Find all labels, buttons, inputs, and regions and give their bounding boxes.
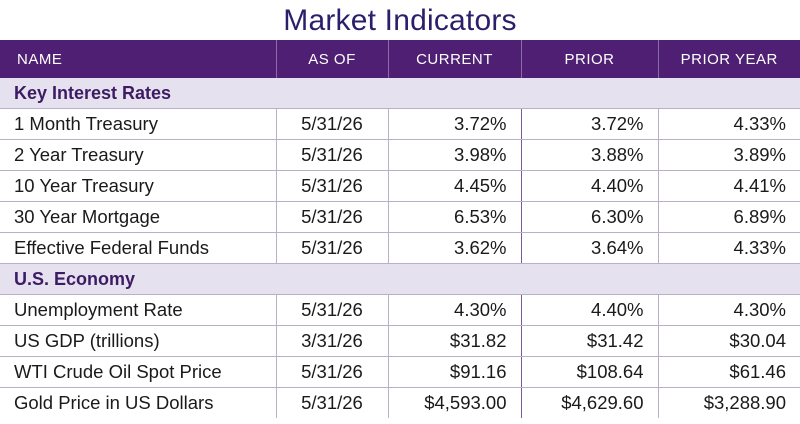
row-prior-year: 3.89% xyxy=(657,139,800,171)
row-prior: 4.40% xyxy=(520,170,658,202)
row-prior-year: 4.30% xyxy=(657,294,800,326)
row-as-of: 5/31/26 xyxy=(275,201,388,233)
column-header-current: CURRENT xyxy=(387,40,521,78)
row-as-of: 5/31/26 xyxy=(275,356,388,388)
page-title: Market Indicators xyxy=(283,4,517,37)
row-prior-year: $30.04 xyxy=(657,325,800,357)
row-prior: 3.88% xyxy=(520,139,658,171)
row-prior-year: 4.33% xyxy=(657,232,800,264)
row-current: 3.98% xyxy=(387,139,521,171)
row-prior: $31.42 xyxy=(520,325,658,357)
row-name: Effective Federal Funds xyxy=(0,232,276,264)
row-prior: 6.30% xyxy=(520,201,658,233)
table-row: Effective Federal Funds 5/31/26 3.62% 3.… xyxy=(0,232,800,264)
row-as-of: 5/31/26 xyxy=(275,294,388,326)
table-row: 2 Year Treasury 5/31/26 3.98% 3.88% 3.89… xyxy=(0,139,800,171)
table-row: Gold Price in US Dollars 5/31/26 $4,593.… xyxy=(0,387,800,418)
row-as-of: 5/31/26 xyxy=(275,232,388,264)
header-row: NAME AS OF CURRENT PRIOR PRIOR YEAR xyxy=(0,40,800,78)
row-prior: $108.64 xyxy=(520,356,658,388)
section-heading: U.S. Economy xyxy=(0,263,800,295)
section-header-row: Key Interest Rates xyxy=(0,78,800,109)
table-row: 30 Year Mortgage 5/31/26 6.53% 6.30% 6.8… xyxy=(0,201,800,233)
row-as-of: 5/31/26 xyxy=(275,387,388,418)
table-row: Unemployment Rate 5/31/26 4.30% 4.40% 4.… xyxy=(0,294,800,326)
column-header-name: NAME xyxy=(0,40,276,78)
row-prior-year: 6.89% xyxy=(657,201,800,233)
row-name: 1 Month Treasury xyxy=(0,108,276,140)
row-current: $4,593.00 xyxy=(387,387,521,418)
row-current: 4.30% xyxy=(387,294,521,326)
row-current: 3.72% xyxy=(387,108,521,140)
row-name: US GDP (trillions) xyxy=(0,325,276,357)
row-current: 6.53% xyxy=(387,201,521,233)
column-header-prior-year: PRIOR YEAR xyxy=(657,40,800,78)
row-prior-year: 4.33% xyxy=(657,108,800,140)
row-prior-year: $3,288.90 xyxy=(657,387,800,418)
row-as-of: 5/31/26 xyxy=(275,170,388,202)
row-current: $91.16 xyxy=(387,356,521,388)
row-current: $31.82 xyxy=(387,325,521,357)
table-row: 10 Year Treasury 5/31/26 4.45% 4.40% 4.4… xyxy=(0,170,800,202)
table-row: 1 Month Treasury 5/31/26 3.72% 3.72% 4.3… xyxy=(0,108,800,140)
row-current: 3.62% xyxy=(387,232,521,264)
row-prior: 3.72% xyxy=(520,108,658,140)
row-name: 30 Year Mortgage xyxy=(0,201,276,233)
row-name: Unemployment Rate xyxy=(0,294,276,326)
row-prior: 4.40% xyxy=(520,294,658,326)
row-name: WTI Crude Oil Spot Price xyxy=(0,356,276,388)
row-name: 2 Year Treasury xyxy=(0,139,276,171)
row-name: Gold Price in US Dollars xyxy=(14,392,214,413)
table-row: WTI Crude Oil Spot Price 5/31/26 $91.16 … xyxy=(0,356,800,388)
row-name: 10 Year Treasury xyxy=(0,170,276,202)
section-header-row: U.S. Economy xyxy=(0,263,800,295)
row-as-of: 5/31/26 xyxy=(275,139,388,171)
row-as-of: 3/31/26 xyxy=(275,325,388,357)
row-current: 4.45% xyxy=(387,170,521,202)
row-prior: 3.64% xyxy=(520,232,658,264)
column-header-prior: PRIOR xyxy=(520,40,658,78)
row-prior-year: 4.41% xyxy=(657,170,800,202)
column-header-as-of: AS OF xyxy=(275,40,388,78)
market-indicators-table: NAME AS OF CURRENT PRIOR PRIOR YEAR Key … xyxy=(0,40,800,418)
section-heading: Key Interest Rates xyxy=(0,78,800,109)
table-row: US GDP (trillions) 3/31/26 $31.82 $31.42… xyxy=(0,325,800,357)
row-prior-year: $61.46 xyxy=(657,356,800,388)
row-as-of: 5/31/26 xyxy=(275,108,388,140)
row-prior: $4,629.60 xyxy=(520,387,658,418)
